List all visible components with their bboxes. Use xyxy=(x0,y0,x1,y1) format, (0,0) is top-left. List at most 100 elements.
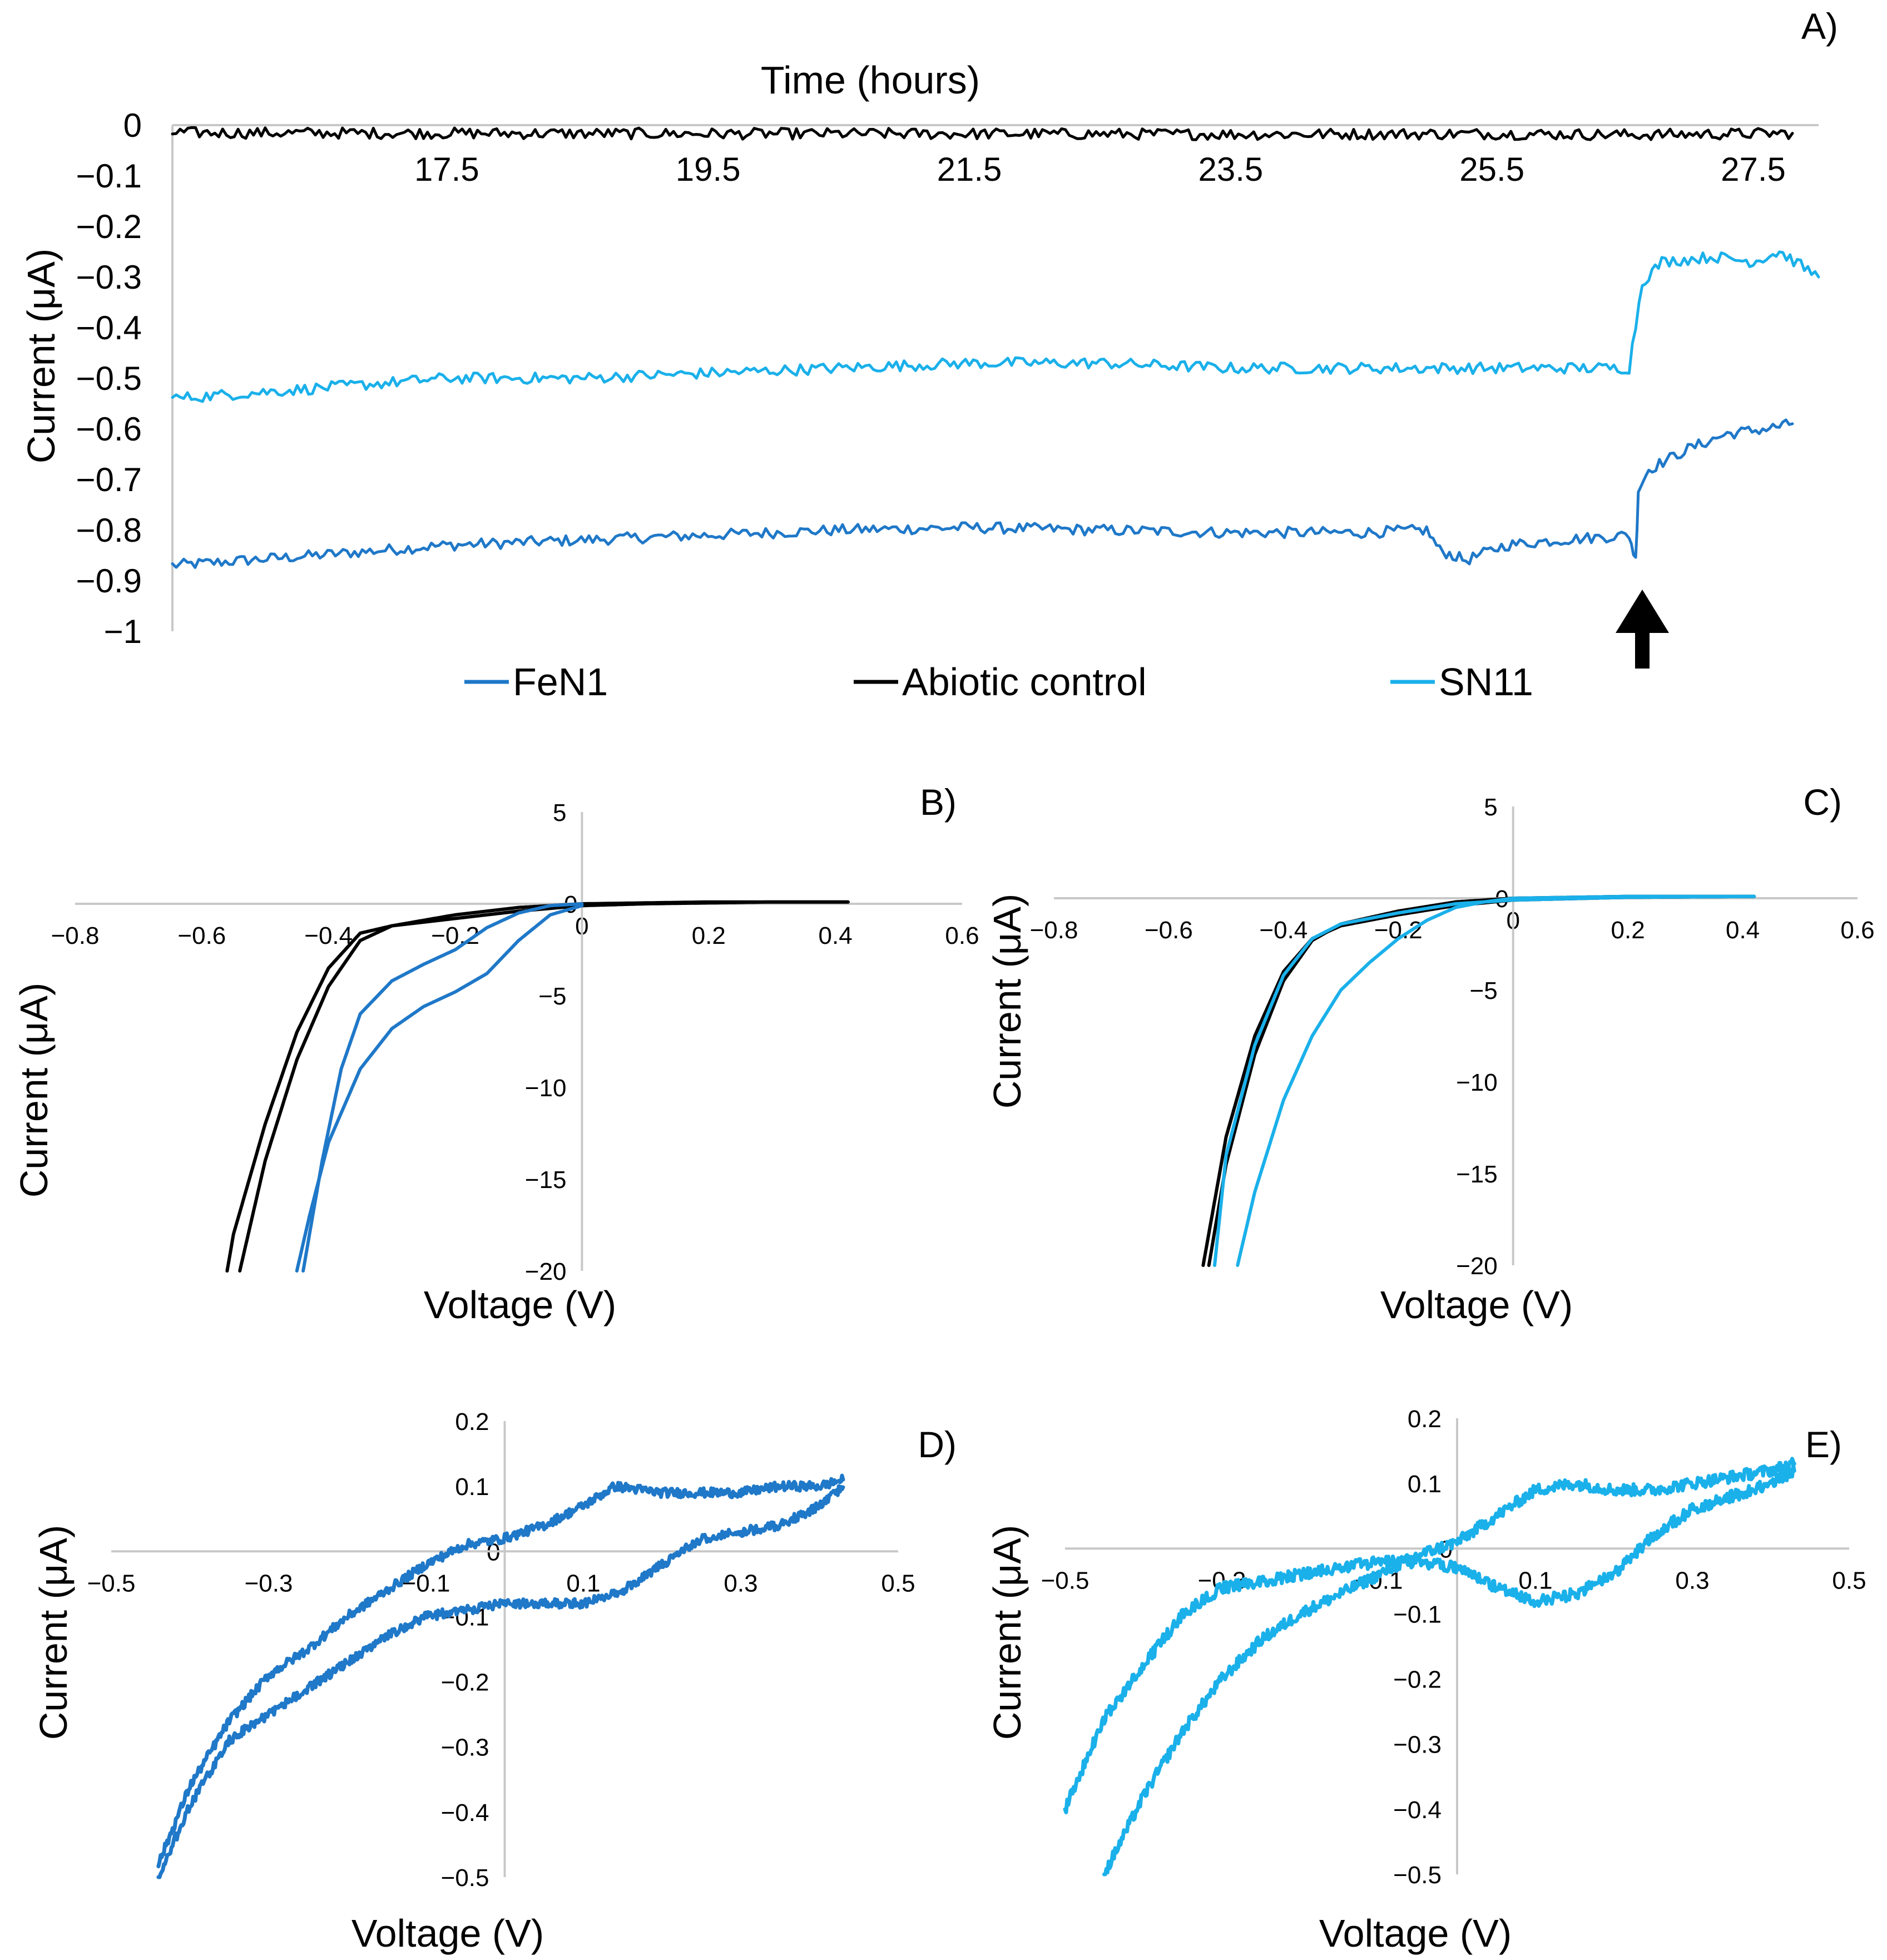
y-tick-label: −1 xyxy=(104,613,142,650)
panel-label: C) xyxy=(1803,781,1842,823)
x-tick-label: 21.5 xyxy=(937,151,1002,188)
y-tick-label: 0.2 xyxy=(455,1408,489,1436)
x-tick-label: −0.4 xyxy=(304,922,353,949)
y-tick-label: 0.2 xyxy=(1408,1405,1442,1433)
y-tick-label: −0.8 xyxy=(76,512,142,549)
y-tick-label: −15 xyxy=(1456,1161,1498,1188)
x-axis-title: Voltage (V) xyxy=(1319,1912,1512,1955)
axes xyxy=(111,1421,898,1877)
x-tick-label: 0.5 xyxy=(1832,1567,1866,1594)
x-tick-label: 19.5 xyxy=(676,151,741,188)
arrow-shaft xyxy=(1635,628,1650,669)
y-tick-label: −15 xyxy=(525,1166,567,1194)
axes xyxy=(1065,1418,1849,1874)
x-tick-label: 17.5 xyxy=(414,151,479,188)
y-axis-title: Current (μA) xyxy=(985,1525,1029,1740)
x-axis-title: Voltage (V) xyxy=(424,1283,616,1327)
y-tick-label: −0.1 xyxy=(76,157,142,195)
x-tick-label: 0.3 xyxy=(1675,1567,1709,1594)
x-tick-label: 25.5 xyxy=(1459,151,1524,188)
plot-area xyxy=(1201,894,1756,1267)
x-tick-label: 0.2 xyxy=(692,922,726,949)
x-tick-label: −0.6 xyxy=(1145,917,1193,944)
x-axis-title: Voltage (V) xyxy=(1380,1283,1573,1327)
panel-label: E) xyxy=(1805,1424,1842,1465)
legend-label-fen1: FeN1 xyxy=(513,660,608,704)
x-tick-label: 0.5 xyxy=(881,1570,915,1597)
y-tick-label: −20 xyxy=(1456,1253,1498,1280)
y-tick-label: −5 xyxy=(1470,977,1498,1004)
x-tick-label: 0.4 xyxy=(819,922,853,949)
axis-ticks: 0 −0.1 −0.2 −0.3 −0.4 −0.5 −0.6 −0.7 −0.8 −0.9 −1 1… xyxy=(76,107,1786,650)
y-tick-label: 0.1 xyxy=(1408,1471,1442,1498)
x-tick-label: −0.5 xyxy=(87,1570,136,1597)
x-tick-label: −0.8 xyxy=(1030,917,1078,944)
axes xyxy=(171,124,1819,631)
y-tick-label: −0.2 xyxy=(1393,1666,1442,1694)
y-tick-label: 5 xyxy=(553,799,566,826)
legend-label-sn11: SN11 xyxy=(1439,660,1533,704)
series-line-fen1 xyxy=(171,418,1794,569)
panel-label: B) xyxy=(920,781,957,823)
x-tick-label: 0.4 xyxy=(1726,917,1760,944)
y-tick-label: −0.5 xyxy=(76,360,142,397)
plot-area xyxy=(171,126,1820,569)
series-line-fen1 xyxy=(156,1484,845,1879)
y-tick-label: −0.5 xyxy=(1393,1862,1442,1889)
y-axis-title: Current (μA) xyxy=(985,894,1029,1109)
y-tick-label: −0.1 xyxy=(1393,1601,1442,1628)
y-tick-label: −0.2 xyxy=(441,1669,489,1696)
plot-area xyxy=(156,1473,845,1879)
x-tick-label: 0.1 xyxy=(1518,1567,1552,1594)
y-tick-label: −20 xyxy=(525,1258,567,1285)
annotation-group xyxy=(1616,590,1669,669)
plot-area xyxy=(1063,1457,1796,1877)
y-axis-title: Current (μA) xyxy=(32,1525,75,1740)
x-tick-label: −0.3 xyxy=(245,1570,293,1597)
y-tick-label: −0.6 xyxy=(76,410,142,448)
y-tick-label: 5 xyxy=(1484,794,1497,821)
y-tick-label: −0.3 xyxy=(441,1734,489,1761)
x-tick-label: −0.8 xyxy=(51,922,100,949)
axis-ticks: −0.8−0.6−0.4−0.200.20.40.650−5−10−15−20 xyxy=(51,799,979,1285)
panel-d-cv: D) Voltage (V) Current (μA) −0.5 −0.3 −0.1… xyxy=(32,1408,957,1955)
x-tick-label: −0.6 xyxy=(177,922,226,949)
x-tick-label: 0.3 xyxy=(724,1570,757,1597)
panel-b-cv: B) Voltage (V) Current (μA) −0.8 −0.6 −0.4… xyxy=(12,781,979,1327)
y-tick-label: −10 xyxy=(1456,1069,1498,1096)
y-tick-label: −0.3 xyxy=(76,259,142,296)
axes xyxy=(75,812,962,1271)
y-tick-label: 0.1 xyxy=(455,1473,489,1501)
series-line-sn11 xyxy=(171,250,1820,403)
y-tick-label: −5 xyxy=(538,983,566,1010)
plot-area xyxy=(225,900,850,1273)
x-tick-label: 0.6 xyxy=(945,922,979,949)
panel-e-cv: E) Voltage (V) Current (μA) −0.5 −0.3 −0.1… xyxy=(985,1405,1866,1955)
series-line-fen1 xyxy=(301,902,584,1273)
y-axis-title: Current (μA) xyxy=(19,249,63,464)
x-axis-title: Time (hours) xyxy=(761,58,980,102)
x-axis-title: Voltage (V) xyxy=(351,1912,544,1955)
x-tick-label: −0.2 xyxy=(431,922,479,949)
y-tick-label: −0.7 xyxy=(76,461,142,498)
x-tick-label: 0.2 xyxy=(1611,917,1645,944)
series-line-fen1 xyxy=(295,904,584,1273)
x-tick-label: 0.1 xyxy=(566,1570,600,1597)
series-line-sn11 xyxy=(1102,1457,1796,1877)
y-tick-label: −0.4 xyxy=(441,1799,489,1827)
x-tick-label: −0.5 xyxy=(1041,1567,1089,1594)
x-tick-label: −0.4 xyxy=(1259,917,1307,944)
legend-label-abiotic-control: Abiotic control xyxy=(902,660,1147,704)
y-tick-label: −0.4 xyxy=(76,309,142,347)
series-line-fen1 xyxy=(156,1473,845,1869)
series-line-abiotic-control xyxy=(171,126,1794,141)
panel-label: D) xyxy=(918,1424,957,1465)
y-tick-label: −0.3 xyxy=(1393,1731,1442,1759)
legend: FeN1 Abiotic control SN11 xyxy=(464,660,1533,704)
axis-ticks: −0.5−0.3−0.10.10.30.50.20.10−0.1−0.2−0.3… xyxy=(1041,1405,1866,1889)
x-tick-label: 23.5 xyxy=(1198,151,1263,188)
y-tick-label: −0.2 xyxy=(76,208,142,245)
series-line-sn11 xyxy=(1063,1463,1796,1814)
